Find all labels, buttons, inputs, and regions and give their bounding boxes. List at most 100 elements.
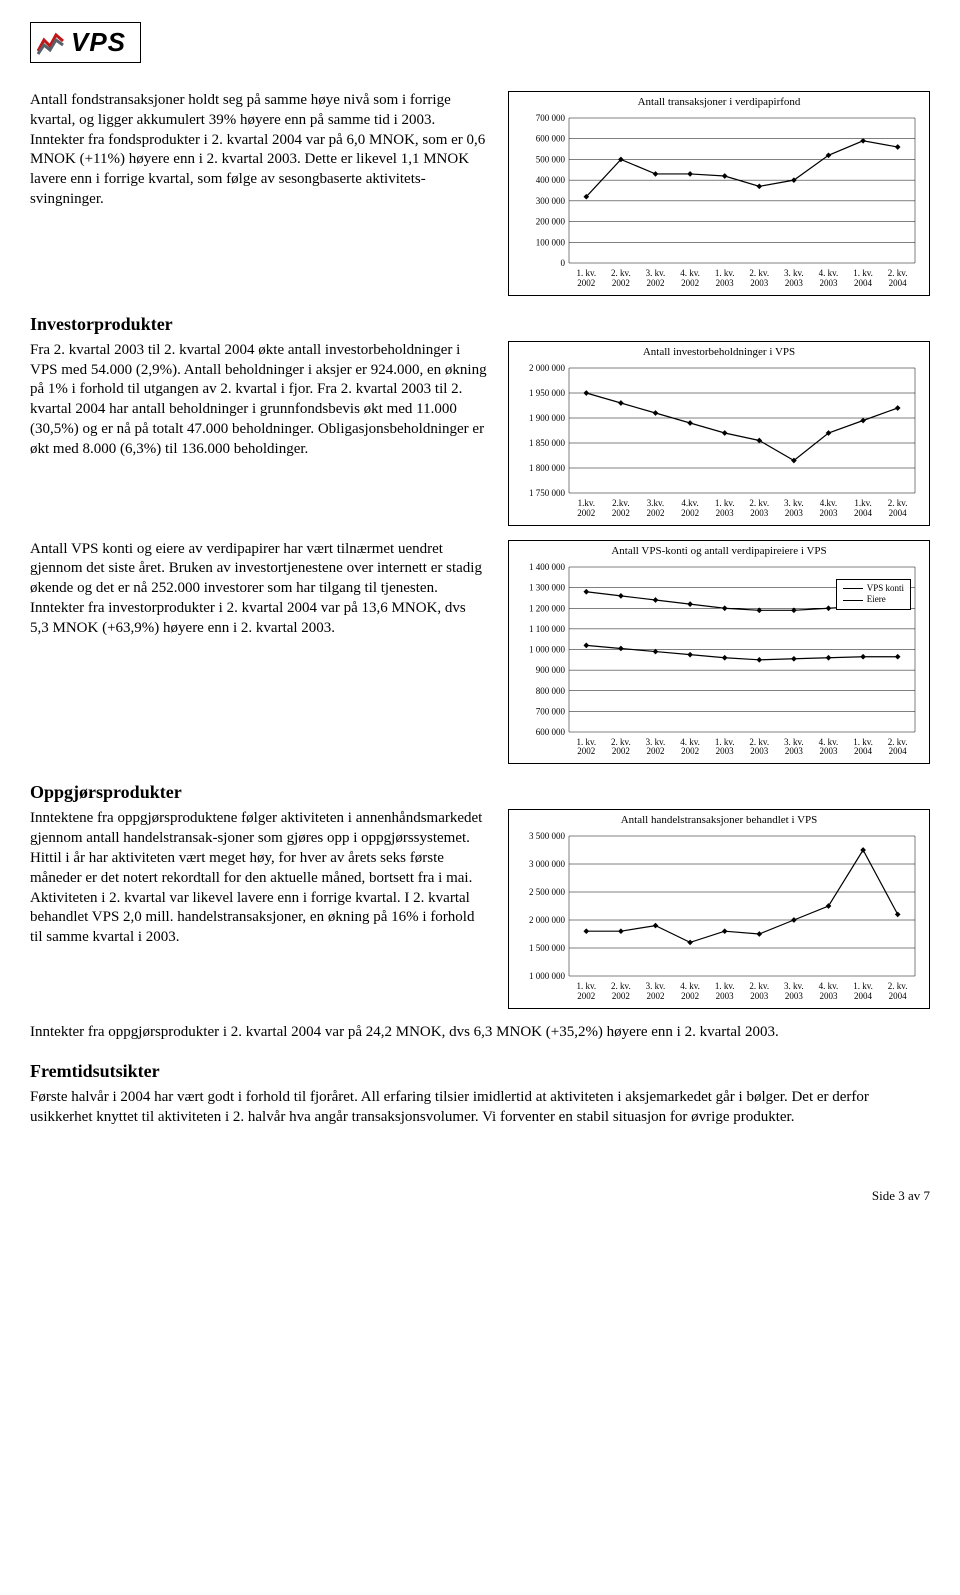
x-tick-label: 1. kv.2004 <box>846 269 881 289</box>
logo: VPS <box>30 22 141 63</box>
chart-title: Antall handelstransaksjoner behandlet i … <box>515 814 923 826</box>
x-tick-label: 2. kv.2002 <box>604 982 639 1002</box>
x-tick-label: 1. kv.2003 <box>707 738 742 758</box>
chart-x-axis: 1. kv.20022. kv.20023. kv.20024. kv.2002… <box>569 269 915 289</box>
svg-text:1 950 000: 1 950 000 <box>529 388 566 398</box>
section-3-para2: Inntekter fra oppgjørsprodukter i 2. kva… <box>30 1023 930 1043</box>
heading-oppgjorsprodukter: Oppgjørsprodukter <box>30 782 930 803</box>
chart-plot-area: 0 100 000 200 000 300 000 400 000 500 000 600 … <box>515 112 923 267</box>
chart-x-axis: 1. kv.20022. kv.20023. kv.20024. kv.2002… <box>569 982 915 1002</box>
svg-text:400 000: 400 000 <box>536 175 566 185</box>
svg-text:3 000 000: 3 000 000 <box>529 859 566 869</box>
svg-text:2 000 000: 2 000 000 <box>529 915 566 925</box>
svg-text:1 750 000: 1 750 000 <box>529 488 566 497</box>
x-tick-label: 3. kv.2003 <box>777 982 812 1002</box>
chart-title: Antall transaksjoner i verdipapirfond <box>515 96 923 108</box>
x-tick-label: 4. kv.2003 <box>811 269 846 289</box>
x-tick-label: 2.kv.2002 <box>604 499 639 519</box>
x-tick-label: 1. kv.2003 <box>707 499 742 519</box>
section-2-row1: Fra 2. kvartal 2003 til 2. kvartal 2004 … <box>30 341 930 526</box>
chart-title: Antall VPS-konti og antall verdipapireie… <box>515 545 923 557</box>
x-tick-label: 2. kv.2002 <box>604 738 639 758</box>
x-tick-label: 2. kv.2003 <box>742 499 777 519</box>
logo-text: VPS <box>71 27 126 58</box>
chart-plot-area: 1 750 000 1 800 000 1 850 000 1 900 000 1 95… <box>515 362 923 497</box>
x-tick-label: 3. kv.2003 <box>777 738 812 758</box>
section-1-text: Antall fondstransaksjoner holdt seg på s… <box>30 91 488 210</box>
svg-text:0: 0 <box>561 258 566 267</box>
svg-text:1 000 000: 1 000 000 <box>529 644 566 654</box>
svg-text:1 300 000: 1 300 000 <box>529 582 566 592</box>
x-tick-label: 3. kv.2003 <box>777 499 812 519</box>
chart-vps-konti-eiere: Antall VPS-konti og antall verdipapireie… <box>508 540 930 765</box>
chart-plot-area: 1 000 000 1 500 000 2 000 000 2 500 000 3 00… <box>515 830 923 980</box>
svg-text:600 000: 600 000 <box>536 727 566 736</box>
x-tick-label: 1. kv.2003 <box>707 982 742 1002</box>
chart-legend: VPS kontiEiere <box>836 579 911 610</box>
section-3-para1: Inntektene fra oppgjørsproduktene følger… <box>30 809 488 948</box>
x-tick-label: 4. kv.2003 <box>811 738 846 758</box>
svg-text:2 500 000: 2 500 000 <box>529 887 566 897</box>
x-tick-label: 2. kv.2004 <box>880 499 915 519</box>
heading-investorprodukter: Investorprodukter <box>30 314 930 335</box>
x-tick-label: 1. kv.2004 <box>846 738 881 758</box>
x-tick-label: 3. kv.2002 <box>638 269 673 289</box>
svg-text:100 000: 100 000 <box>536 237 566 247</box>
section-4-para: Første halvår i 2004 har vært godt i for… <box>30 1088 930 1128</box>
svg-text:600 000: 600 000 <box>536 134 566 144</box>
x-tick-label: 1.kv.2004 <box>846 499 881 519</box>
x-tick-label: 4.kv.2003 <box>811 499 846 519</box>
svg-text:1 500 000: 1 500 000 <box>529 943 566 953</box>
chart-x-axis: 1.kv.20022.kv.20023.kv.20024.kv.20021. k… <box>569 499 915 519</box>
heading-fremtidsutsikter: Fremtidsutsikter <box>30 1061 930 1082</box>
svg-text:1 850 000: 1 850 000 <box>529 438 566 448</box>
svg-text:1 800 000: 1 800 000 <box>529 463 566 473</box>
x-tick-label: 4. kv.2002 <box>673 269 708 289</box>
x-tick-label: 2. kv.2003 <box>742 269 777 289</box>
svg-text:500 000: 500 000 <box>536 154 566 164</box>
x-tick-label: 3. kv.2002 <box>638 738 673 758</box>
svg-text:700 000: 700 000 <box>536 113 566 123</box>
svg-text:300 000: 300 000 <box>536 196 566 206</box>
x-tick-label: 3.kv.2002 <box>638 499 673 519</box>
x-tick-label: 1. kv.2002 <box>569 738 604 758</box>
section-2-para1: Fra 2. kvartal 2003 til 2. kvartal 2004 … <box>30 341 488 460</box>
svg-text:700 000: 700 000 <box>536 706 566 716</box>
chart-transaksjoner-verdipapirfond: Antall transaksjoner i verdipapirfond 0 10… <box>508 91 930 296</box>
svg-text:800 000: 800 000 <box>536 685 566 695</box>
x-tick-label: 1.kv.2002 <box>569 499 604 519</box>
x-tick-label: 1. kv.2002 <box>569 269 604 289</box>
x-tick-label: 4. kv.2002 <box>673 982 708 1002</box>
section-1-row: Antall fondstransaksjoner holdt seg på s… <box>30 91 930 296</box>
svg-text:3 500 000: 3 500 000 <box>529 831 566 841</box>
x-tick-label: 3. kv.2003 <box>777 269 812 289</box>
chart-title: Antall investorbeholdninger i VPS <box>515 346 923 358</box>
chart-x-axis: 1. kv.20022. kv.20023. kv.20024. kv.2002… <box>569 738 915 758</box>
x-tick-label: 2. kv.2003 <box>742 982 777 1002</box>
section-3-row: Inntektene fra oppgjørsproduktene følger… <box>30 809 930 1009</box>
x-tick-label: 2. kv.2004 <box>880 982 915 1002</box>
section-2-row2: Antall VPS konti og eiere av verdipapire… <box>30 540 930 765</box>
x-tick-label: 2. kv.2002 <box>604 269 639 289</box>
chart-investorbeholdninger: Antall investorbeholdninger i VPS 1 750 0… <box>508 341 930 526</box>
svg-text:1 400 000: 1 400 000 <box>529 562 566 572</box>
logo-chart-icon <box>37 31 65 55</box>
x-tick-label: 1. kv.2004 <box>846 982 881 1002</box>
svg-text:1 000 000: 1 000 000 <box>529 971 566 980</box>
x-tick-label: 2. kv.2003 <box>742 738 777 758</box>
svg-text:200 000: 200 000 <box>536 217 566 227</box>
x-tick-label: 2. kv.2004 <box>880 269 915 289</box>
x-tick-label: 2. kv.2004 <box>880 738 915 758</box>
legend-item: VPS konti <box>843 583 904 595</box>
legend-item: Eiere <box>843 594 904 606</box>
x-tick-label: 1. kv.2003 <box>707 269 742 289</box>
chart-handelstransaksjoner: Antall handelstransaksjoner behandlet i … <box>508 809 930 1009</box>
x-tick-label: 3. kv.2002 <box>638 982 673 1002</box>
svg-text:1 900 000: 1 900 000 <box>529 413 566 423</box>
page-footer: Side 3 av 7 <box>30 1188 930 1204</box>
x-tick-label: 4.kv.2002 <box>673 499 708 519</box>
svg-text:1 200 000: 1 200 000 <box>529 603 566 613</box>
svg-text:2 000 000: 2 000 000 <box>529 363 566 373</box>
x-tick-label: 4. kv.2003 <box>811 982 846 1002</box>
x-tick-label: 4. kv.2002 <box>673 738 708 758</box>
